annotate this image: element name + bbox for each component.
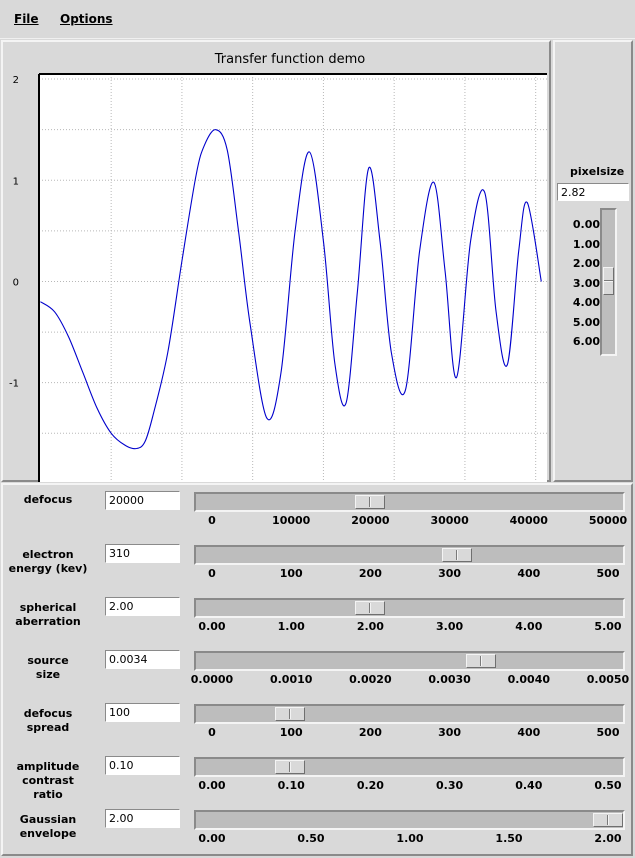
defocus-tick-label: 40000 <box>509 514 548 527</box>
pixelsize-tick-label: 5.00 <box>572 315 600 329</box>
gaussian-envelope-input[interactable]: 2.00 <box>105 809 180 828</box>
menu-options[interactable]: Options <box>60 12 113 26</box>
spherical-aberration-label: spherical aberration <box>15 601 81 628</box>
source-size-input[interactable]: 0.0034 <box>105 650 180 669</box>
y-tick-label: 0 <box>13 277 19 288</box>
defocus-input[interactable]: 20000 <box>105 491 180 510</box>
defocus-spread-input[interactable]: 100 <box>105 703 180 722</box>
controls-panel <box>1 483 633 856</box>
amplitude-contrast-ratio-tick-label: 0.00 <box>198 779 226 792</box>
defocus-slider[interactable] <box>194 492 625 512</box>
source-size-slider-handle[interactable] <box>466 654 496 668</box>
spherical-aberration-tick-label: 3.00 <box>436 620 464 633</box>
defocus-slider-handle[interactable] <box>355 495 385 509</box>
amplitude-contrast-ratio-tick-label: 0.30 <box>436 779 464 792</box>
pixelsize-tick-label: 4.00 <box>572 296 600 309</box>
source-size-tick-label: 0.0010 <box>269 673 313 686</box>
amplitude-contrast-ratio-input[interactable]: 0.10 <box>105 756 180 775</box>
pixelsize-label: pixelsize <box>570 165 625 178</box>
menu-file-label: File <box>14 12 39 26</box>
pixelsize-tick-label: 1.00 <box>572 237 600 251</box>
pixelsize-slider-handle[interactable] <box>603 266 614 295</box>
menu-file[interactable]: File <box>14 12 39 26</box>
defocus-tick-label: 50000 <box>588 514 628 527</box>
defocus-label: defocus <box>23 493 73 506</box>
pixelsize-tick-label: 3.00 <box>572 276 600 290</box>
source-size-tick-label: 0.0030 <box>428 673 471 686</box>
y-tick-label: -1 <box>9 379 19 390</box>
source-size-tick-label: 0.0020 <box>349 673 392 686</box>
chart-title: Transfer function demo <box>214 52 366 67</box>
y-tick-label: 2 <box>13 75 19 86</box>
defocus-spread-slider[interactable] <box>194 704 625 724</box>
pixelsize-tick-label: 2.00 <box>572 257 600 270</box>
gaussian-envelope-label: Gaussian envelope <box>19 813 77 840</box>
gaussian-envelope-tick-label: 1.00 <box>396 832 424 845</box>
gaussian-envelope-slider-handle[interactable] <box>593 813 623 827</box>
grid-lines <box>39 74 547 482</box>
gaussian-envelope-tick-label: 1.50 <box>495 832 523 845</box>
gaussian-envelope-tick-label: 0.50 <box>297 832 325 845</box>
amplitude-contrast-ratio-tick-label: 0.40 <box>515 779 543 792</box>
amplitude-contrast-ratio-tick-label: 0.20 <box>356 779 384 792</box>
defocus-spread-tick-label: 500 <box>596 726 620 739</box>
electron-energy-kev-slider[interactable] <box>194 545 625 565</box>
spherical-aberration-tick-label: 5.00 <box>594 620 622 633</box>
electron-energy-kev-tick-label: 400 <box>517 567 541 580</box>
plot-area <box>39 74 547 482</box>
electron-energy-kev-tick-label: 0 <box>208 567 216 580</box>
amplitude-contrast-ratio-tick-label: 0.50 <box>594 779 622 792</box>
pixelsize-tick-label: 6.00 <box>572 335 600 348</box>
spherical-aberration-tick-label: 0.00 <box>198 620 226 633</box>
pixelsize-input[interactable]: 2.82 <box>557 183 629 201</box>
electron-energy-kev-tick-label: 300 <box>438 567 462 580</box>
defocus-spread-tick-label: 400 <box>517 726 541 739</box>
amplitude-contrast-ratio-slider[interactable] <box>194 757 625 777</box>
electron-energy-kev-tick-label: 100 <box>279 567 303 580</box>
amplitude-contrast-ratio-label: amplitude contrast ratio <box>16 760 80 801</box>
electron-energy-kev-input[interactable]: 310 <box>105 544 180 563</box>
defocus-spread-tick-label: 300 <box>438 726 462 739</box>
gaussian-envelope-tick-label: 0.00 <box>198 832 226 845</box>
defocus-spread-tick-label: 100 <box>279 726 303 739</box>
gaussian-envelope-slider[interactable] <box>194 810 625 830</box>
defocus-tick-label: 20000 <box>351 514 390 527</box>
transfer-function-chart: Transfer function demo 00.050.10.15 210-… <box>9 52 547 482</box>
spherical-aberration-tick-label: 1.00 <box>277 620 305 633</box>
electron-energy-kev-slider-handle[interactable] <box>442 548 472 562</box>
spherical-aberration-tick-label: 2.00 <box>356 620 384 633</box>
amplitude-contrast-ratio-tick-label: 0.10 <box>277 779 305 792</box>
pixelsize-slider[interactable] <box>600 208 617 356</box>
menubar: File Options <box>0 0 635 39</box>
defocus-tick-label: 10000 <box>272 514 311 527</box>
axes <box>38 73 547 482</box>
pixelsize-panel <box>553 40 633 482</box>
y-tick-labels: 2 1 0 -1 <box>9 75 19 390</box>
source-size-tick-label: 0.0040 <box>507 673 551 686</box>
defocus-tick-label: 30000 <box>430 514 469 527</box>
defocus-spread-slider-handle[interactable] <box>275 707 305 721</box>
spherical-aberration-slider[interactable] <box>194 598 625 618</box>
defocus-spread-tick-label: 0 <box>208 726 216 739</box>
menu-options-label: Options <box>60 12 113 26</box>
electron-energy-kev-tick-label: 200 <box>358 567 382 580</box>
defocus-spread-tick-label: 200 <box>358 726 382 739</box>
source-size-tick-label: 0.0000 <box>190 673 234 686</box>
y-tick-label: 1 <box>13 176 19 187</box>
amplitude-contrast-ratio-slider-handle[interactable] <box>275 760 305 774</box>
spherical-aberration-tick-label: 4.00 <box>515 620 543 633</box>
spherical-aberration-slider-handle[interactable] <box>355 601 385 615</box>
source-size-slider[interactable] <box>194 651 625 671</box>
source-size-tick-label: 0.0050 <box>586 673 630 686</box>
spherical-aberration-input[interactable]: 2.00 <box>105 597 180 616</box>
electron-energy-kev-label: electron energy (kev) <box>8 548 88 575</box>
pixelsize-tick-label: 0.00 <box>572 218 600 231</box>
electron-energy-kev-tick-label: 500 <box>596 567 620 580</box>
gaussian-envelope-tick-label: 2.00 <box>594 832 622 845</box>
defocus-spread-label: defocus spread <box>23 707 73 734</box>
transfer-curve <box>40 129 542 450</box>
defocus-tick-label: 0 <box>208 514 216 527</box>
source-size-label: source size <box>27 654 69 681</box>
